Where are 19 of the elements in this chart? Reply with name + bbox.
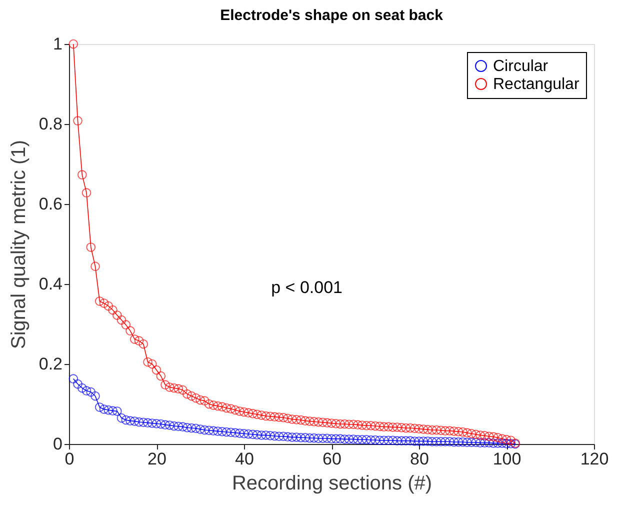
annotation: p < 0.001 <box>271 278 342 297</box>
x-tick-label: 0 <box>64 450 74 468</box>
x-tick-label: 120 <box>580 450 609 468</box>
y-tick-label: 1 <box>53 34 62 54</box>
y-tick-label: 0.2 <box>38 354 62 374</box>
y-tick-label: 0 <box>53 434 62 454</box>
legend-label: Circular <box>493 58 549 75</box>
x-axis-title: Recording sections (#) <box>232 472 432 494</box>
x-tick-label: 40 <box>235 450 254 468</box>
chart-title: Electrode's shape on seat back <box>220 7 444 24</box>
y-tick-label: 0.8 <box>38 114 62 134</box>
x-tick-label: 20 <box>148 450 166 468</box>
y-tick-label: 0.6 <box>38 194 62 214</box>
x-tick-label: 60 <box>322 450 342 468</box>
legend-label: Rectangular <box>493 76 580 93</box>
x-tick-label: 100 <box>492 450 522 468</box>
y-axis-title: Signal quality metric (1) <box>8 140 30 349</box>
x-tick-label: 80 <box>410 450 429 468</box>
y-tick-label: 0.4 <box>38 274 62 294</box>
